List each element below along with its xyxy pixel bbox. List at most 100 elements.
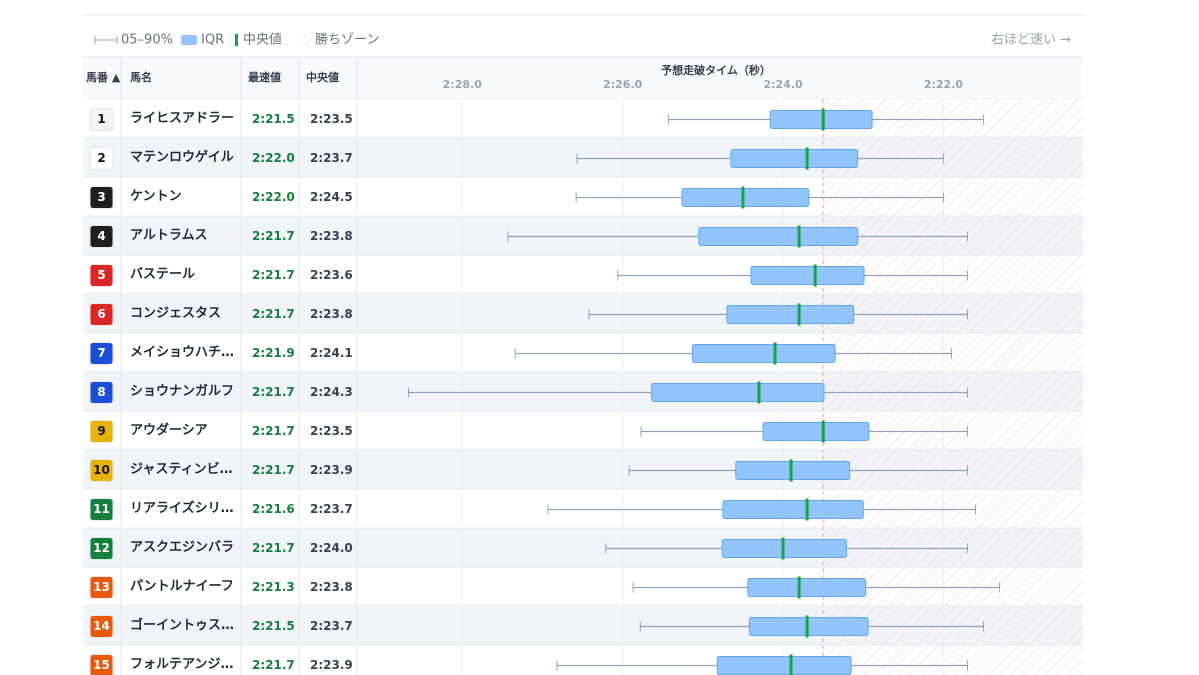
horse-number: 6 [97, 307, 105, 321]
gate-badge [89, 576, 114, 599]
horse-number: 5 [97, 268, 105, 282]
median-time: 2:23.7 [310, 151, 353, 165]
median-time: 2:23.9 [310, 463, 353, 477]
iqr-box [698, 227, 859, 246]
horse-number: 2 [97, 151, 105, 165]
horse-name: メイショウハチ… [130, 345, 234, 360]
legend-label: 05–90% [121, 33, 173, 48]
iqr-box [747, 578, 867, 597]
gate-badge [89, 381, 114, 404]
horse-name: ライヒスアドラー [130, 111, 234, 126]
gate-badge [89, 498, 114, 521]
iqr-box [748, 617, 869, 636]
best-time: 2:21.5 [252, 619, 295, 633]
horse-name: アルトラムス [130, 228, 207, 243]
horse-name: マテンロウゲイル [130, 149, 234, 165]
median-mark [805, 498, 809, 521]
best-time: 2:21.7 [252, 385, 295, 399]
median-mark [789, 654, 793, 675]
horse-number: 11 [93, 502, 110, 516]
gate-badge [89, 108, 114, 131]
best-time: 2:21.3 [252, 580, 295, 594]
horse-number: 14 [93, 619, 110, 633]
median-mark [813, 264, 817, 287]
horse-name: ケントン [130, 189, 182, 204]
best-time: 2:21.7 [252, 229, 295, 243]
horse-number: 12 [93, 541, 110, 555]
iqr-box [730, 149, 859, 168]
horse-number: 1 [97, 112, 105, 126]
iqr-box [691, 344, 836, 363]
iqr-box [762, 422, 870, 441]
horse-name: アスクエジンバラ [130, 540, 234, 555]
median-time: 2:23.7 [310, 619, 353, 633]
gate-badge [89, 303, 114, 326]
median-time: 2:23.5 [310, 112, 353, 126]
gate-badge [89, 147, 114, 170]
column-header[interactable]: 馬番 ▲ [86, 70, 121, 84]
horse-number: 8 [97, 385, 105, 399]
best-time: 2:22.0 [252, 190, 295, 204]
gate-badge [89, 186, 114, 209]
legend-label: 勝ちゾーン [315, 33, 379, 48]
median-mark [805, 615, 809, 638]
median-mark [805, 147, 809, 170]
win-zone [823, 99, 1083, 675]
x-tick-label: 2:28.0 [443, 78, 483, 91]
iqr-box [750, 266, 865, 285]
iqr-box [735, 461, 851, 480]
legend-label: IQR [201, 33, 224, 48]
horse-name: アウダーシア [130, 422, 208, 438]
median-mark [821, 108, 825, 131]
column-header[interactable]: 最速値 [248, 70, 281, 84]
horse-name: パントルナイーフ [130, 579, 234, 594]
horse-number: 3 [97, 190, 105, 204]
median-mark [821, 420, 825, 443]
best-time: 2:21.7 [252, 268, 295, 282]
median-mark [741, 186, 745, 209]
horse-number: 7 [97, 346, 105, 360]
horse-number: 10 [93, 463, 110, 477]
median-time: 2:23.5 [310, 424, 353, 438]
horse-name: コンジェスタス [130, 306, 221, 321]
iqr-box [722, 500, 864, 519]
header-row [83, 57, 1083, 99]
iqr-box [681, 188, 810, 207]
column-header[interactable]: 中央値 [306, 70, 339, 84]
gate-badge [89, 459, 114, 482]
median-time: 2:24.0 [310, 541, 353, 555]
median-mark [797, 303, 801, 326]
best-time: 2:21.7 [252, 463, 295, 477]
gate-badge [89, 420, 114, 443]
median-mark [797, 576, 801, 599]
iqr-box [769, 110, 873, 129]
median-time: 2:23.8 [310, 229, 353, 243]
gate-badge [89, 615, 114, 638]
horse-name: ショウナンガルフ [130, 384, 234, 399]
legend-zone-icon [295, 34, 311, 46]
best-time: 2:21.7 [252, 658, 295, 672]
best-time: 2:21.5 [252, 112, 295, 126]
horse-number: 15 [93, 658, 110, 672]
legend-box-icon [181, 35, 197, 45]
gate-badge [89, 654, 114, 675]
median-mark [797, 225, 801, 248]
best-time: 2:21.7 [252, 424, 295, 438]
legend-label: 中央値 [243, 32, 282, 48]
median-time: 2:23.7 [310, 502, 353, 516]
best-time: 2:21.7 [252, 307, 295, 321]
median-time: 2:24.5 [310, 190, 353, 204]
horse-number: 9 [97, 424, 105, 438]
horse-name: リアライズシリ… [130, 500, 234, 516]
column-header[interactable]: 馬名 [130, 70, 152, 84]
x-tick-label: 2:22.0 [924, 78, 964, 91]
horse-number: 4 [97, 229, 105, 243]
iqr-box [726, 305, 855, 324]
median-time: 2:23.9 [310, 658, 353, 672]
median-time: 2:23.8 [310, 580, 353, 594]
gate-badge [89, 225, 114, 248]
iqr-box [716, 656, 852, 675]
gate-badge [89, 264, 114, 287]
horse-name: ジャスティンビ… [130, 461, 233, 477]
